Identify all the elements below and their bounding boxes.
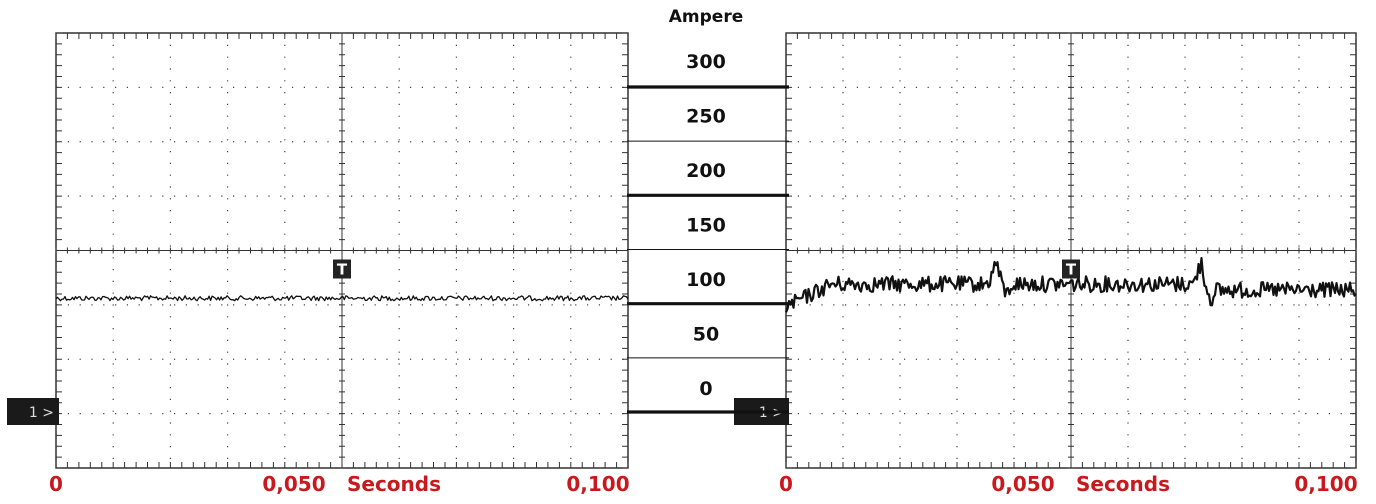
y-tick-label: 150 [686, 215, 726, 237]
y-tick-label: 300 [686, 51, 726, 73]
axis-tick-marks [55, 32, 629, 469]
y-axis-title: Ampere [669, 7, 743, 27]
trigger-marker-box [333, 259, 351, 279]
x-tick-label: 0,100 [566, 472, 629, 496]
channel-marker: 1 > [7, 398, 59, 425]
y-tick-label: 100 [686, 269, 726, 291]
trigger-marker: T [1062, 259, 1080, 279]
current-trace [55, 295, 629, 302]
channel-marker-label: 1 > [29, 405, 54, 421]
ampere-scale: Ampere 300 250 200 150 100 50 0 [627, 7, 789, 414]
axis-tick-marks [785, 32, 1357, 469]
y-tick-label: 0 [699, 378, 712, 400]
x-tick-label: 0,050 [262, 472, 325, 496]
x-axis-unit-label: Seconds [1076, 472, 1170, 496]
channel-marker-box [7, 398, 59, 425]
x-tick-label: 0,100 [1294, 472, 1357, 496]
trigger-marker: T [333, 259, 351, 279]
x-tick-label: 0 [779, 472, 793, 496]
y-tick-label: 50 [693, 324, 719, 346]
trigger-marker-label: T [1066, 261, 1077, 279]
y-tick-label: 250 [686, 106, 726, 128]
x-axis-unit-label: Seconds [347, 472, 441, 496]
x-tick-label: 0 [49, 472, 63, 496]
trigger-marker-label: T [337, 261, 348, 279]
current-trace [784, 257, 1357, 313]
x-tick-label: 0,050 [991, 472, 1054, 496]
y-tick-label: 200 [686, 160, 726, 182]
scope-panel-left: T 1 > 0 0,050 0,100 Seconds [7, 32, 630, 496]
trigger-marker-box [1062, 259, 1080, 279]
